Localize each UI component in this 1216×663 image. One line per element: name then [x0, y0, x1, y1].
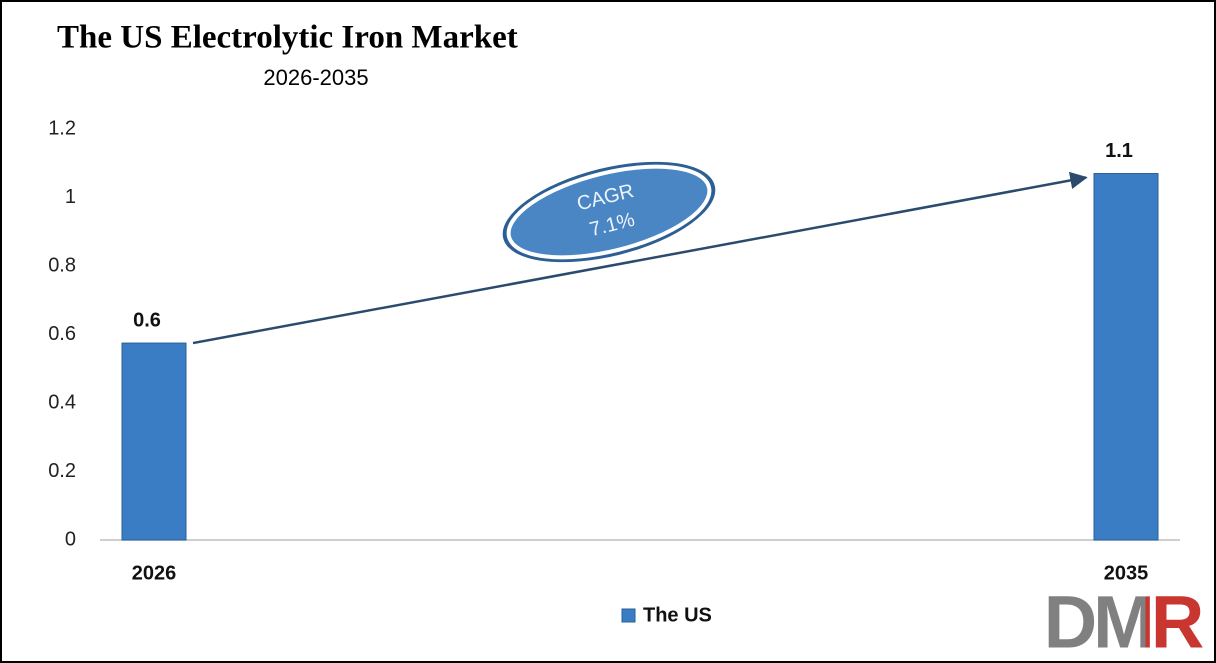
value-label: 0.6 — [133, 309, 161, 331]
y-tick-label: 1.2 — [48, 117, 76, 139]
y-tick-label: 0.8 — [48, 254, 76, 276]
x-tick-label: 2026 — [132, 562, 177, 584]
y-tick-label: 0.6 — [48, 323, 76, 345]
x-tick-label: 2035 — [1104, 562, 1149, 584]
value-label: 1.1 — [1105, 140, 1133, 162]
legend-swatch — [621, 608, 636, 623]
logo: DMR — [1044, 581, 1203, 663]
chart-title: The US Electrolytic Iron Market — [57, 20, 518, 56]
y-tick-label: 0.2 — [48, 460, 76, 482]
y-tick-label: 0.4 — [48, 391, 76, 413]
bar — [121, 342, 187, 541]
chart-subtitle: 2026-2035 — [263, 65, 368, 90]
legend-label: The US — [643, 604, 712, 626]
y-tick-label: 0 — [65, 528, 76, 550]
bar — [1093, 173, 1159, 541]
cagr-bubble — [506, 164, 712, 260]
y-tick-label: 1 — [65, 186, 76, 208]
cagr-arrow — [192, 171, 1088, 345]
